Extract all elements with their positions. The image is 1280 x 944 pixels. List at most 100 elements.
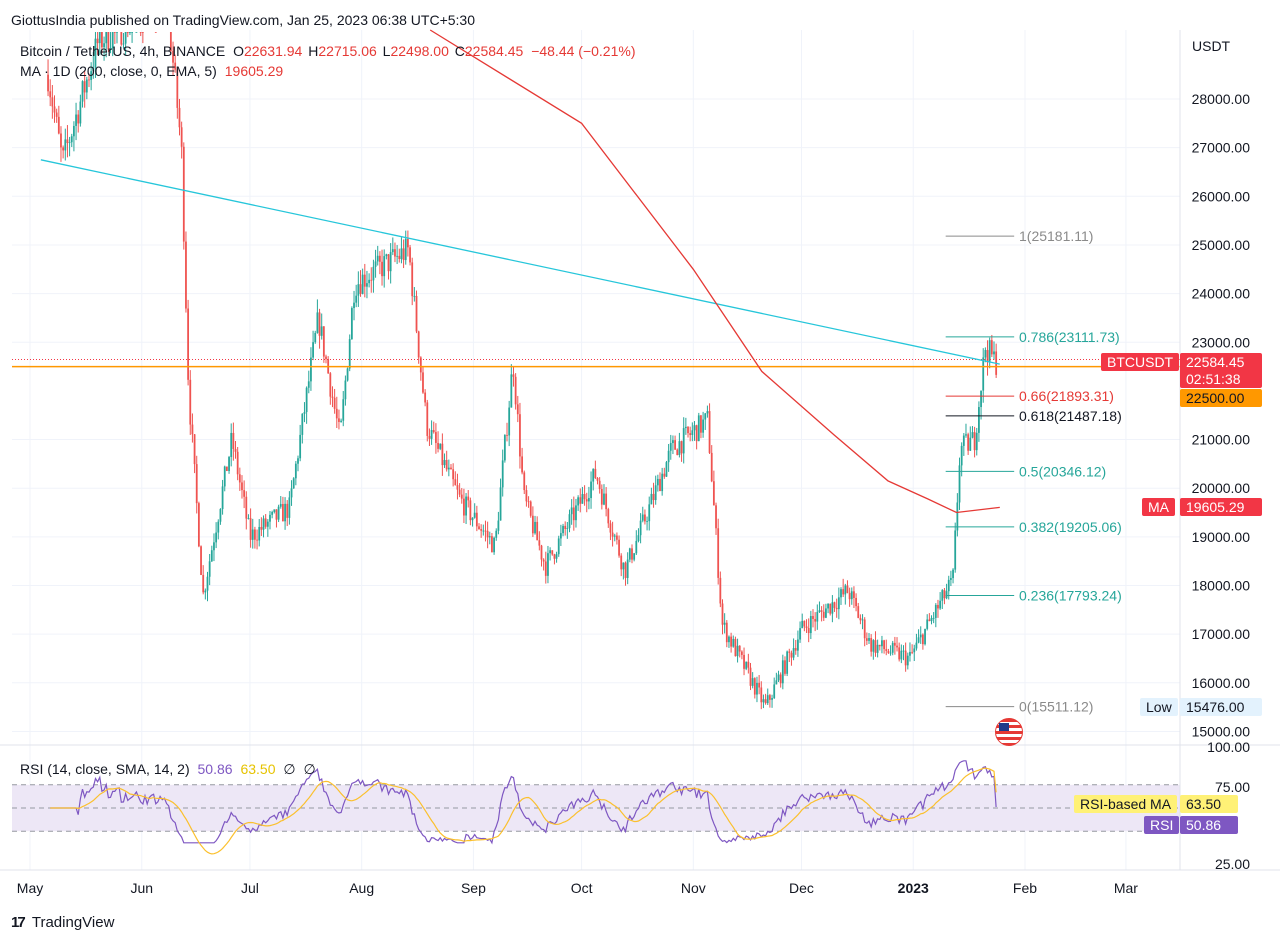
candle-body xyxy=(256,539,258,541)
candle-body xyxy=(993,351,995,355)
candle-body xyxy=(667,450,670,463)
candle-body xyxy=(559,533,562,539)
candle-body xyxy=(282,503,284,522)
candle-body xyxy=(200,546,202,575)
rsi-ma-line xyxy=(50,767,997,855)
candle-body xyxy=(706,411,709,414)
candle-body xyxy=(861,619,864,621)
rsi-legend-label[interactable]: RSI (14, close, SMA, 14, 2) xyxy=(20,761,190,777)
ma-tag-label: MA xyxy=(1142,498,1175,516)
candle-body xyxy=(385,254,388,257)
candle-body xyxy=(53,106,56,113)
candle-body xyxy=(273,509,276,512)
candle-body xyxy=(980,390,982,408)
candle-body xyxy=(529,501,532,516)
us-flag-icon[interactable] xyxy=(995,718,1023,746)
candle-body xyxy=(103,43,105,48)
month-label: Jul xyxy=(241,880,259,896)
rsi-legend-ma-value: 63.50 xyxy=(240,761,276,777)
candle-body xyxy=(460,494,463,499)
candle-body xyxy=(463,498,465,516)
btc-price: 22584.45 xyxy=(1186,354,1245,370)
symbol-name[interactable]: Bitcoin / TetherUS, 4h, BINANCE xyxy=(20,43,226,59)
candle-body xyxy=(419,357,422,373)
candle-body xyxy=(495,530,498,538)
close-label: C xyxy=(454,43,465,59)
candle-body xyxy=(896,645,898,648)
price-tick-label: 24000.00 xyxy=(1192,286,1251,302)
candle-body xyxy=(702,419,704,433)
candle-body xyxy=(797,639,799,651)
change-value: −48.44 (−0.21%) xyxy=(531,43,636,59)
candle-body xyxy=(47,74,49,92)
rsi-tag-label: RSI xyxy=(1144,816,1180,834)
candle-body xyxy=(872,640,875,652)
candle-body xyxy=(381,261,383,277)
candle-body xyxy=(409,247,411,263)
candle-body xyxy=(426,402,429,436)
candle-body xyxy=(756,682,758,695)
candle-body xyxy=(111,32,114,49)
candle-body xyxy=(521,456,523,473)
candle-body xyxy=(57,116,60,134)
candle-body xyxy=(322,326,325,357)
price-tick-label: 21000.00 xyxy=(1192,432,1251,448)
candle-body xyxy=(930,617,933,622)
month-label: Nov xyxy=(681,880,706,896)
candle-body xyxy=(77,114,80,124)
candle-body xyxy=(510,374,513,408)
candle-body xyxy=(307,381,310,388)
candle-body xyxy=(506,435,508,436)
candle-body xyxy=(534,521,536,534)
candle-body xyxy=(210,550,213,562)
month-label: Oct xyxy=(571,880,593,896)
candle-body xyxy=(566,528,569,529)
candle-body xyxy=(837,597,840,610)
candle-body xyxy=(202,574,205,593)
candle-body xyxy=(889,652,892,654)
candle-body xyxy=(876,644,879,653)
candle-body xyxy=(129,32,131,34)
candle-body xyxy=(471,517,474,521)
candle-body xyxy=(68,142,71,144)
candle-body xyxy=(893,642,896,646)
candle-body xyxy=(424,392,427,403)
high-value: 22715.06 xyxy=(318,43,377,59)
candle-body xyxy=(738,645,741,652)
candle-body xyxy=(428,435,431,439)
candle-body xyxy=(551,550,554,555)
ma-legend-label[interactable]: MA · 1D (200, close, 0, EMA, 5) xyxy=(20,63,217,79)
candle-body xyxy=(107,32,110,50)
candle-body xyxy=(807,628,810,634)
candle-body xyxy=(230,432,233,458)
tradingview-logo[interactable]: 17 TradingView xyxy=(11,914,114,931)
candle-body xyxy=(777,674,780,681)
candle-body xyxy=(932,617,935,619)
candle-body xyxy=(661,473,664,492)
candle-body xyxy=(139,32,142,33)
candle-body xyxy=(790,652,793,658)
candle-body xyxy=(234,448,237,452)
candle-body xyxy=(542,559,545,562)
candle-body xyxy=(740,651,743,655)
candle-body xyxy=(120,32,123,45)
candle-body xyxy=(404,238,407,261)
candle-body xyxy=(984,350,987,358)
candle-body xyxy=(747,661,750,668)
candle-body xyxy=(277,506,280,520)
candle-body xyxy=(728,636,730,643)
rsi-legend: RSI (14, close, SMA, 14, 2) 50.86 63.50 … xyxy=(20,761,316,778)
candle-body xyxy=(919,634,922,638)
candle-body xyxy=(639,520,642,536)
null-icon: ∅ xyxy=(283,761,296,777)
candle-body xyxy=(902,650,905,652)
candle-body xyxy=(909,651,911,656)
candle-body xyxy=(514,376,517,405)
candle-body xyxy=(454,479,457,486)
candle-body xyxy=(708,411,711,453)
candle-body xyxy=(631,548,633,560)
candle-body xyxy=(958,465,961,503)
candle-body xyxy=(333,397,336,409)
candle-body xyxy=(538,540,541,546)
